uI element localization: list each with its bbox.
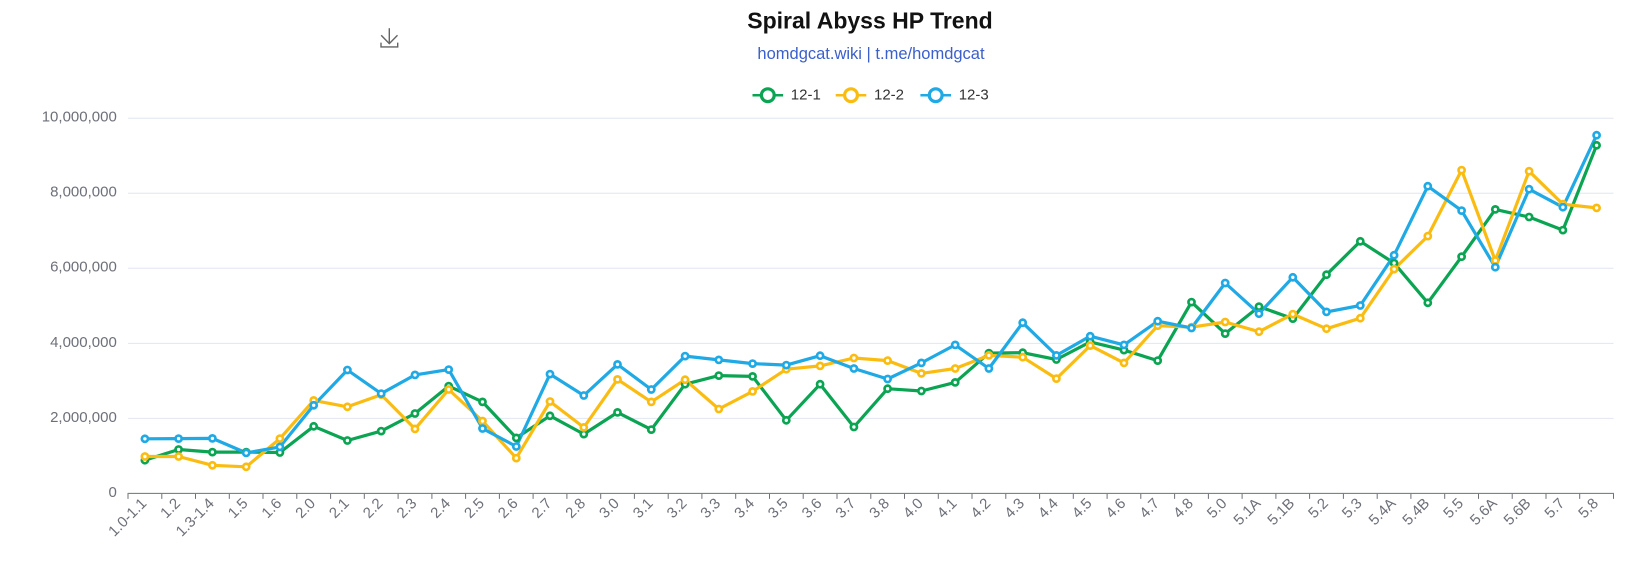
svg-text:homdgcat.wiki | t.me/homdgcat: homdgcat.wiki | t.me/homdgcat [757,45,985,63]
svg-text:Spiral Abyss HP Trend: Spiral Abyss HP Trend [747,8,992,34]
svg-text:8,000,000: 8,000,000 [50,184,117,201]
svg-text:2,000,000: 2,000,000 [50,409,117,426]
svg-text:4,000,000: 4,000,000 [50,334,117,351]
svg-text:12-3: 12-3 [959,86,989,103]
svg-text:12-1: 12-1 [791,86,821,103]
svg-text:0: 0 [108,484,116,501]
svg-text:10,000,000: 10,000,000 [42,109,117,126]
svg-text:6,000,000: 6,000,000 [50,259,117,276]
svg-text:12-2: 12-2 [874,86,904,103]
